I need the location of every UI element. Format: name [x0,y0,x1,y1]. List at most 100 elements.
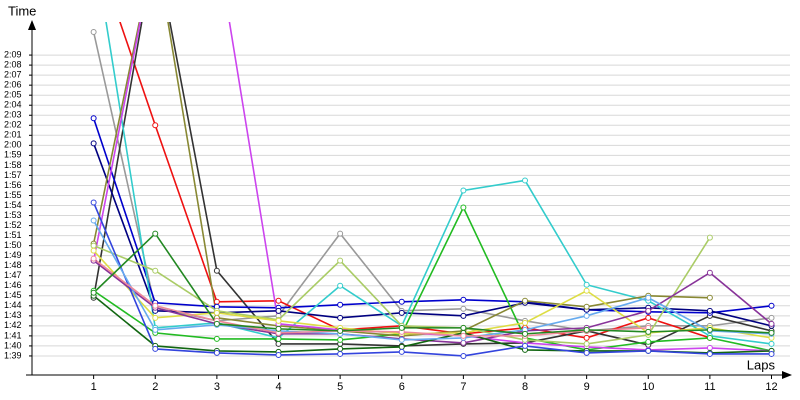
y-tick-label: 1:57 [4,170,22,180]
x-tick-label: 11 [704,381,715,393]
y-tick-label: 1:40 [4,340,22,350]
data-point [152,302,159,309]
x-tick-label: 7 [460,381,466,393]
y-tick-label: 1:48 [4,260,22,270]
data-point [90,289,97,296]
y-tick-label: 1:39 [4,350,22,360]
y-tick-label: 1:50 [4,240,22,250]
x-tick-label: 1 [91,381,97,393]
data-point [398,324,405,331]
series-line [93,232,772,335]
data-point [337,350,344,357]
data-point [213,298,220,305]
y-tick-label: 2:04 [4,100,22,110]
data-point [706,294,713,301]
y-tick-label: 1:46 [4,280,22,290]
data-point [275,307,282,314]
data-point [522,330,529,337]
data-point [645,338,652,345]
data-point [768,320,775,327]
data-point [583,340,590,347]
data-point [213,267,220,274]
y-tick-label: 2:03 [4,110,22,120]
data-point [706,344,713,351]
data-point [152,326,159,333]
y-axis-label: Time [8,3,36,18]
data-point [460,332,467,339]
data-point [398,336,405,343]
data-point [398,298,405,305]
x-axis-label: Laps [747,357,776,372]
data-point [583,303,590,310]
y-tick-label: 1:55 [4,190,22,200]
y-tick-label: 1:54 [4,200,22,210]
data-point [90,115,97,122]
y-tick-label: 1:41 [4,330,22,340]
data-point [768,329,775,336]
data-point [213,309,220,316]
data-point [522,342,529,349]
data-point [213,349,220,356]
data-point [90,255,97,262]
data-point [460,312,467,319]
series-line [92,202,772,357]
series-line [105,22,772,345]
data-point [645,294,652,301]
x-tick-label: 4 [275,381,281,393]
y-tick-label: 2:01 [4,130,22,140]
data-point [645,328,652,335]
data-point [337,301,344,308]
y-tick-label: 2:09 [4,49,22,59]
grid [32,54,790,357]
x-tick-label: 5 [337,381,343,393]
data-point [337,257,344,264]
data-point [645,314,652,321]
data-point [90,199,97,206]
data-point [213,320,220,327]
series-line [92,118,772,314]
data-point [522,177,529,184]
data-point [768,302,775,309]
x-tick-label: 8 [522,381,528,393]
data-point [583,287,590,294]
y-tick-label: 1:42 [4,320,22,330]
data-point [275,335,282,342]
y-tick-label: 1:43 [4,310,22,320]
data-point [460,296,467,303]
y-tick-label: 1:47 [4,270,22,280]
y-tick-label: 2:08 [4,59,22,69]
data-point [337,314,344,321]
y-tick-label: 1:56 [4,180,22,190]
data-point [275,325,282,332]
y-tick-label: 1:52 [4,220,22,230]
series-line [92,22,772,347]
x-tick-label: 3 [214,381,220,393]
data-point [583,334,590,341]
x-tick-label: 12 [765,381,777,393]
data-point [706,326,713,333]
data-point [152,314,159,321]
data-point [398,348,405,355]
data-point [522,319,529,326]
series-line [93,260,773,344]
data-point [460,305,467,312]
data-point [337,345,344,352]
data-point [768,340,775,347]
y-tick-label: 2:07 [4,70,22,80]
data-point [275,340,282,347]
data-point [583,281,590,288]
data-point [337,336,344,343]
y-tick-label: 1:51 [4,230,22,240]
data-point [768,314,775,321]
y-tick-label: 2:02 [4,120,22,130]
data-point [583,326,590,333]
data-point [275,297,282,304]
data-point [706,307,713,314]
data-point [768,350,775,357]
data-point [337,327,344,334]
data-point [90,242,97,249]
data-point [213,335,220,342]
data-point [90,217,97,224]
data-point [645,347,652,354]
